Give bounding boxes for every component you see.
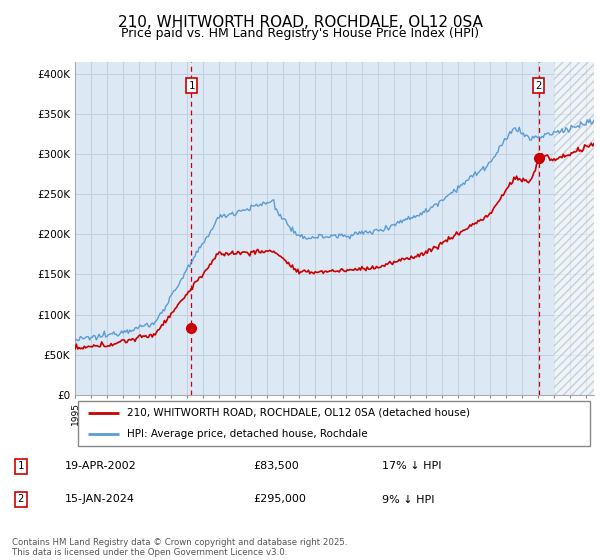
Text: £295,000: £295,000: [253, 494, 306, 505]
Text: 17% ↓ HPI: 17% ↓ HPI: [382, 461, 442, 472]
Text: £83,500: £83,500: [253, 461, 299, 472]
FancyBboxPatch shape: [77, 401, 590, 446]
Text: 15-JAN-2024: 15-JAN-2024: [65, 494, 135, 505]
Text: 1: 1: [17, 461, 24, 472]
Text: 19-APR-2002: 19-APR-2002: [65, 461, 137, 472]
Text: 210, WHITWORTH ROAD, ROCHDALE, OL12 0SA: 210, WHITWORTH ROAD, ROCHDALE, OL12 0SA: [118, 15, 482, 30]
Text: Contains HM Land Registry data © Crown copyright and database right 2025.
This d: Contains HM Land Registry data © Crown c…: [12, 538, 347, 557]
Text: Price paid vs. HM Land Registry's House Price Index (HPI): Price paid vs. HM Land Registry's House …: [121, 27, 479, 40]
Text: HPI: Average price, detached house, Rochdale: HPI: Average price, detached house, Roch…: [127, 429, 368, 439]
Bar: [554, 62, 594, 395]
Text: 1: 1: [188, 81, 194, 91]
Text: 9% ↓ HPI: 9% ↓ HPI: [382, 494, 435, 505]
Text: 210, WHITWORTH ROAD, ROCHDALE, OL12 0SA (detached house): 210, WHITWORTH ROAD, ROCHDALE, OL12 0SA …: [127, 408, 470, 418]
Text: 2: 2: [17, 494, 24, 505]
Text: 2: 2: [536, 81, 542, 91]
